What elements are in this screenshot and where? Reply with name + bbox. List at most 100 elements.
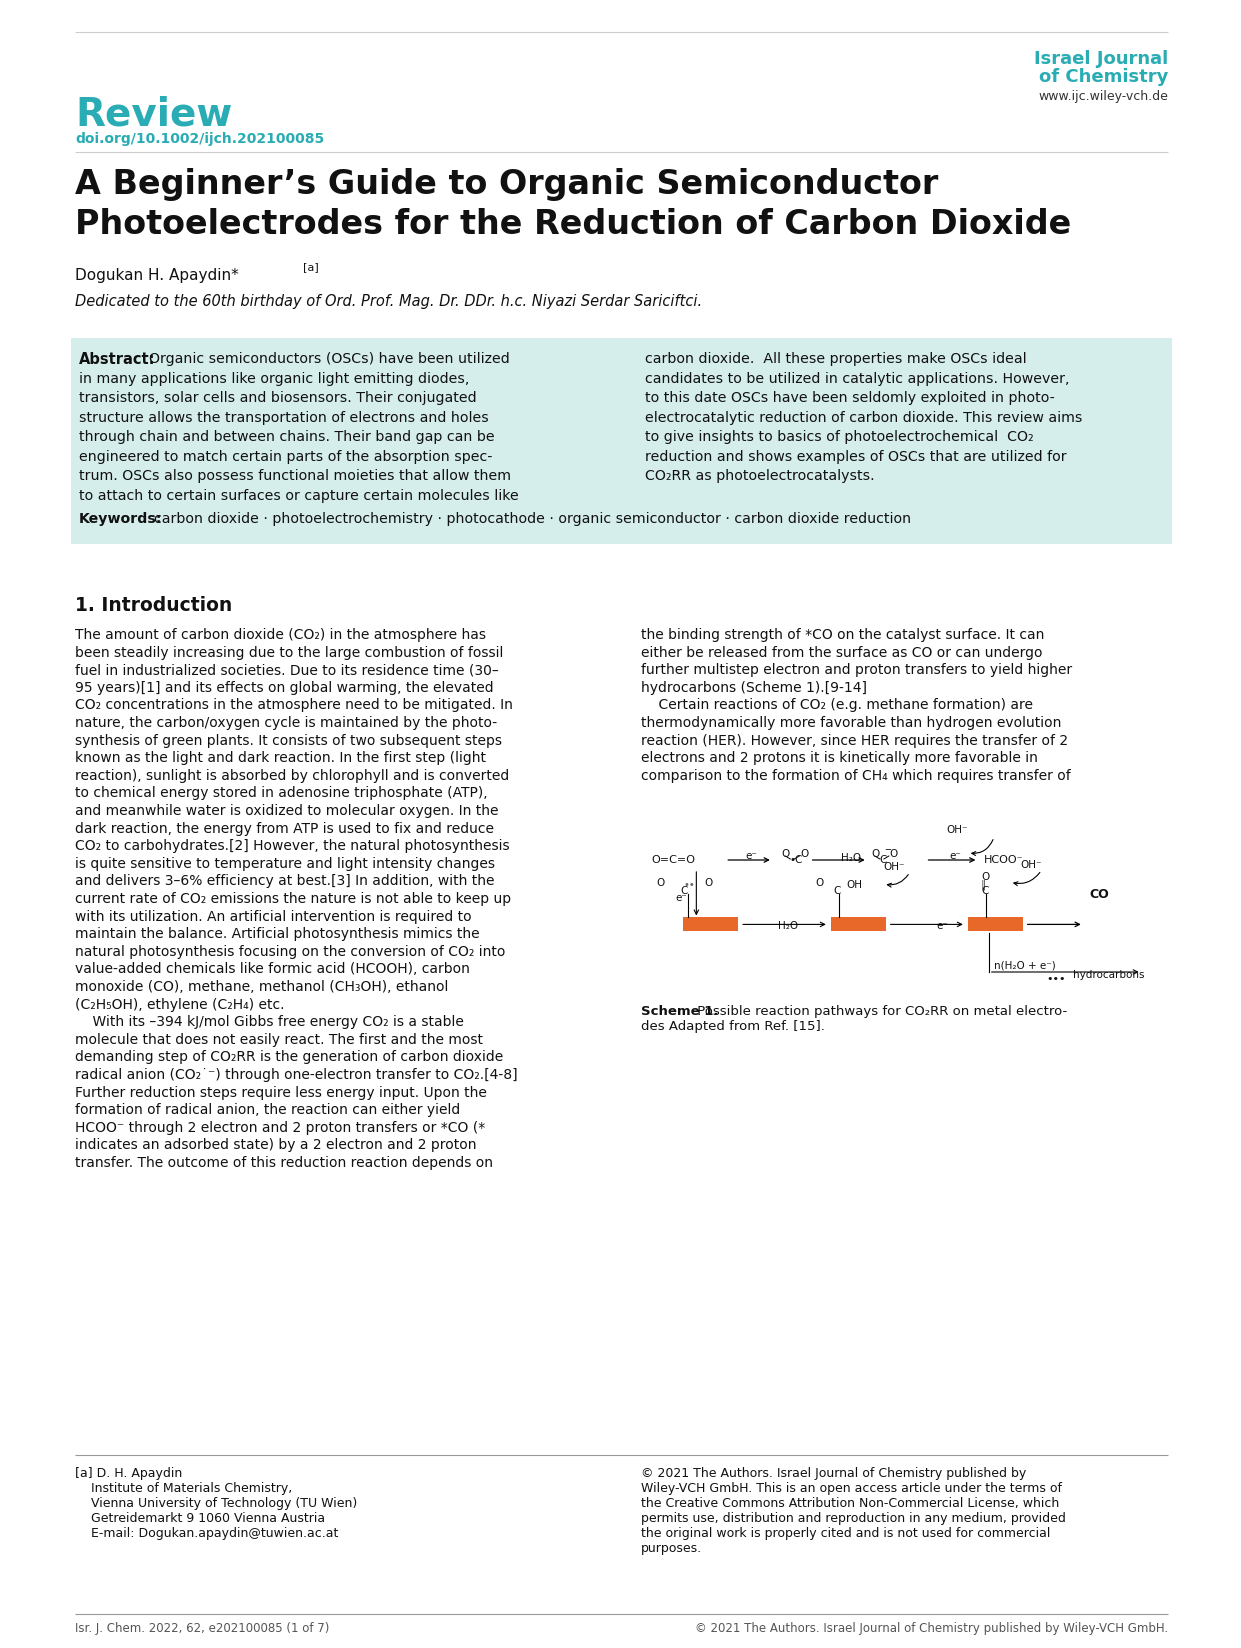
Text: comparison to the formation of CH₄ which requires transfer of: comparison to the formation of CH₄ which… xyxy=(642,770,1071,783)
Text: OH⁻: OH⁻ xyxy=(1020,860,1042,870)
Text: current rate of CO₂ emissions the nature is not able to keep up: current rate of CO₂ emissions the nature… xyxy=(74,892,511,906)
Text: Photoelectrodes for the Reduction of Carbon Dioxide: Photoelectrodes for the Reduction of Car… xyxy=(74,208,1071,241)
Text: C: C xyxy=(680,887,688,897)
Bar xyxy=(71,338,1172,544)
Text: trum. OSCs also possess functional moieties that allow them: trum. OSCs also possess functional moiet… xyxy=(79,470,511,483)
Text: des Adapted from Ref. [15].: des Adapted from Ref. [15]. xyxy=(642,1020,825,1033)
Text: CO₂ concentrations in the atmosphere need to be mitigated. In: CO₂ concentrations in the atmosphere nee… xyxy=(74,699,513,712)
Text: known as the light and dark reaction. In the first step (light: known as the light and dark reaction. In… xyxy=(74,751,486,765)
Text: Israel Journal: Israel Journal xyxy=(1034,49,1168,68)
Text: Keywords:: Keywords: xyxy=(79,513,163,526)
Text: Dedicated to the 60th birthday of Ord. Prof. Mag. Dr. DDr. h.c. Niyazi Serdar Sa: Dedicated to the 60th birthday of Ord. P… xyxy=(74,293,702,310)
Text: permits use, distribution and reproduction in any medium, provided: permits use, distribution and reproducti… xyxy=(642,1511,1066,1524)
Text: C: C xyxy=(879,855,886,865)
Text: either be released from the surface as CO or can undergo: either be released from the surface as C… xyxy=(642,646,1042,659)
Text: engineered to match certain parts of the absorption spec-: engineered to match certain parts of the… xyxy=(79,450,493,463)
Text: CO₂RR as photoelectrocatalysts.: CO₂RR as photoelectrocatalysts. xyxy=(645,470,875,483)
Text: in many applications like organic light emitting diodes,: in many applications like organic light … xyxy=(79,371,469,386)
Text: maintain the balance. Artificial photosynthesis mimics the: maintain the balance. Artificial photosy… xyxy=(74,928,479,941)
FancyArrowPatch shape xyxy=(972,839,993,855)
Text: indicates an adsorbed state) by a 2 electron and 2 proton: indicates an adsorbed state) by a 2 elec… xyxy=(74,1139,477,1152)
Text: C: C xyxy=(834,887,840,897)
Text: electrocatalytic reduction of carbon dioxide. This review aims: electrocatalytic reduction of carbon dio… xyxy=(645,410,1082,425)
Text: O: O xyxy=(656,878,665,888)
Text: O: O xyxy=(782,849,789,859)
Text: doi.org/10.1002/ijch.202100085: doi.org/10.1002/ijch.202100085 xyxy=(74,132,324,147)
Text: the Creative Commons Attribution Non-Commercial License, which: the Creative Commons Attribution Non-Com… xyxy=(642,1496,1060,1510)
Text: (C₂H₅OH), ethylene (C₂H₄) etc.: (C₂H₅OH), ethylene (C₂H₄) etc. xyxy=(74,997,284,1012)
Text: ̅O: ̅O xyxy=(890,849,898,859)
Text: thermodynamically more favorable than hydrogen evolution: thermodynamically more favorable than hy… xyxy=(642,715,1061,730)
Text: structure allows the transportation of electrons and holes: structure allows the transportation of e… xyxy=(79,410,489,425)
Text: OH⁻: OH⁻ xyxy=(884,862,905,872)
Text: 95 years)[1] and its effects on global warming, the elevated: 95 years)[1] and its effects on global w… xyxy=(74,681,494,695)
Text: OH⁻: OH⁻ xyxy=(947,826,968,836)
Text: e⁻: e⁻ xyxy=(675,893,688,903)
Text: OH: OH xyxy=(846,880,862,890)
Text: Dogukan H. Apaydin*: Dogukan H. Apaydin* xyxy=(74,269,238,283)
Text: carbon dioxide.  All these properties make OSCs ideal: carbon dioxide. All these properties mak… xyxy=(645,353,1026,366)
Text: to attach to certain surfaces or capture certain molecules like: to attach to certain surfaces or capture… xyxy=(79,488,519,503)
Text: © 2021 The Authors. Israel Journal of Chemistry published by Wiley-VCH GmbH.: © 2021 The Authors. Israel Journal of Ch… xyxy=(695,1622,1168,1635)
Text: with its utilization. An artificial intervention is required to: with its utilization. An artificial inte… xyxy=(74,910,472,923)
Text: the binding strength of *CO on the catalyst surface. It can: the binding strength of *CO on the catal… xyxy=(642,628,1045,643)
Text: reaction (HER). However, since HER requires the transfer of 2: reaction (HER). However, since HER requi… xyxy=(642,733,1069,748)
Text: n(H₂O + e⁻): n(H₂O + e⁻) xyxy=(994,961,1056,971)
Text: HCOO⁻: HCOO⁻ xyxy=(984,855,1023,865)
FancyArrowPatch shape xyxy=(887,875,908,887)
Bar xyxy=(968,918,1023,931)
Text: Institute of Materials Chemistry,: Institute of Materials Chemistry, xyxy=(74,1482,292,1495)
Text: is quite sensitive to temperature and light intensity changes: is quite sensitive to temperature and li… xyxy=(74,857,495,870)
Text: CO₂ to carbohydrates.[2] However, the natural photosynthesis: CO₂ to carbohydrates.[2] However, the na… xyxy=(74,839,510,854)
Text: carbon dioxide · photoelectrochemistry · photocathode · organic semiconductor · : carbon dioxide · photoelectrochemistry ·… xyxy=(145,513,911,526)
Text: e⁻: e⁻ xyxy=(936,921,948,931)
Text: H₂O: H₂O xyxy=(778,921,798,931)
Text: formation of radical anion, the reaction can either yield: formation of radical anion, the reaction… xyxy=(74,1103,460,1117)
Text: Further reduction steps require less energy input. Upon the: Further reduction steps require less ene… xyxy=(74,1086,486,1099)
Text: reaction), sunlight is absorbed by chlorophyll and is converted: reaction), sunlight is absorbed by chlor… xyxy=(74,770,509,783)
Text: ••: •• xyxy=(683,880,695,890)
Text: to give insights to basics of photoelectrochemical  CO₂: to give insights to basics of photoelect… xyxy=(645,430,1034,443)
FancyArrowPatch shape xyxy=(1014,872,1040,885)
Text: CO: CO xyxy=(1088,888,1108,901)
Text: 1. Introduction: 1. Introduction xyxy=(74,597,232,615)
Text: molecule that does not easily react. The first and the most: molecule that does not easily react. The… xyxy=(74,1033,483,1046)
Text: E-mail: Dogukan.apaydin@tuwien.ac.at: E-mail: Dogukan.apaydin@tuwien.ac.at xyxy=(74,1528,339,1539)
Text: Certain reactions of CO₂ (e.g. methane formation) are: Certain reactions of CO₂ (e.g. methane f… xyxy=(642,699,1033,712)
Text: O=C=O: O=C=O xyxy=(652,855,695,865)
Bar xyxy=(830,918,886,931)
Text: nature, the carbon/oxygen cycle is maintained by the photo-: nature, the carbon/oxygen cycle is maint… xyxy=(74,715,498,730)
Text: value-added chemicals like formic acid (HCOOH), carbon: value-added chemicals like formic acid (… xyxy=(74,962,470,976)
Text: © 2021 The Authors. Israel Journal of Chemistry published by: © 2021 The Authors. Israel Journal of Ch… xyxy=(642,1467,1026,1480)
Text: Vienna University of Technology (TU Wien): Vienna University of Technology (TU Wien… xyxy=(74,1496,357,1510)
Text: radical anion (CO₂˙⁻) through one-electron transfer to CO₂.[4-8]: radical anion (CO₂˙⁻) through one-electr… xyxy=(74,1068,517,1083)
Text: to chemical energy stored in adenosine triphosphate (ATP),: to chemical energy stored in adenosine t… xyxy=(74,786,488,801)
Text: Organic semiconductors (OSCs) have been utilized: Organic semiconductors (OSCs) have been … xyxy=(149,353,510,366)
Text: demanding step of CO₂RR is the generation of carbon dioxide: demanding step of CO₂RR is the generatio… xyxy=(74,1050,504,1065)
Text: fuel in industrialized societies. Due to its residence time (30–: fuel in industrialized societies. Due to… xyxy=(74,662,499,677)
Text: dark reaction, the energy from ATP is used to fix and reduce: dark reaction, the energy from ATP is us… xyxy=(74,822,494,836)
Text: electrons and 2 protons it is kinetically more favorable in: electrons and 2 protons it is kineticall… xyxy=(642,751,1037,765)
Text: [a]: [a] xyxy=(303,262,319,272)
Text: Review: Review xyxy=(74,96,232,133)
Text: HCOO⁻ through 2 electron and 2 proton transfers or *CO (*: HCOO⁻ through 2 electron and 2 proton tr… xyxy=(74,1121,485,1135)
Text: •C: •C xyxy=(789,855,803,865)
Text: natural photosynthesis focusing on the conversion of CO₂ into: natural photosynthesis focusing on the c… xyxy=(74,944,505,959)
Text: O: O xyxy=(704,878,712,888)
Text: reduction and shows examples of OSCs that are utilized for: reduction and shows examples of OSCs tha… xyxy=(645,450,1066,463)
Text: ‖: ‖ xyxy=(980,878,987,890)
Text: been steadily increasing due to the large combustion of fossil: been steadily increasing due to the larg… xyxy=(74,646,504,659)
Text: e⁻: e⁻ xyxy=(745,850,757,860)
Text: O: O xyxy=(815,878,823,888)
Text: hydrocarbons: hydrocarbons xyxy=(1073,971,1144,981)
Text: C: C xyxy=(980,887,988,897)
Text: O: O xyxy=(800,849,809,859)
Text: to this date OSCs have been seldomly exploited in photo-: to this date OSCs have been seldomly exp… xyxy=(645,391,1055,405)
Text: transfer. The outcome of this reduction reaction depends on: transfer. The outcome of this reduction … xyxy=(74,1155,493,1170)
Text: purposes.: purposes. xyxy=(642,1543,702,1556)
Text: and meanwhile water is oxidized to molecular oxygen. In the: and meanwhile water is oxidized to molec… xyxy=(74,804,499,817)
Text: O: O xyxy=(871,849,879,859)
Text: hydrocarbons (Scheme 1).[9-14]: hydrocarbons (Scheme 1).[9-14] xyxy=(642,681,867,695)
Text: Abstract:: Abstract: xyxy=(79,353,155,368)
Text: Possible reaction pathways for CO₂RR on metal electro-: Possible reaction pathways for CO₂RR on … xyxy=(692,1005,1067,1018)
